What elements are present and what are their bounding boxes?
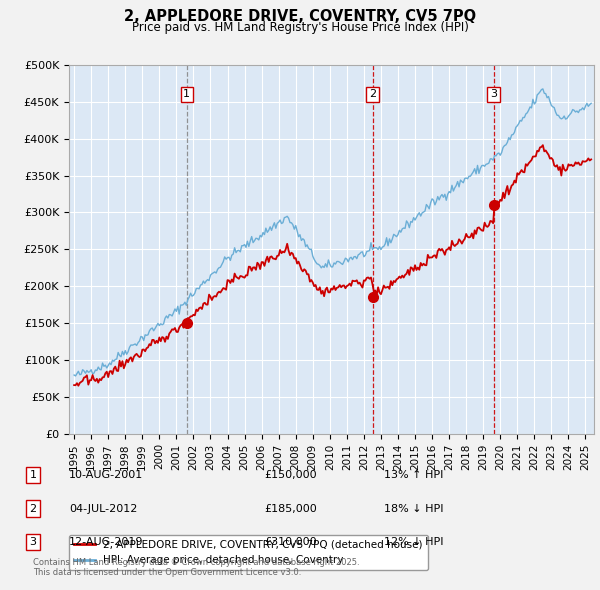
- Text: 10-AUG-2001: 10-AUG-2001: [69, 470, 143, 480]
- Text: £150,000: £150,000: [264, 470, 317, 480]
- Legend: 2, APPLEDORE DRIVE, COVENTRY, CV5 7PQ (detached house), HPI: Average price, deta: 2, APPLEDORE DRIVE, COVENTRY, CV5 7PQ (d…: [69, 535, 428, 571]
- Text: 1: 1: [29, 470, 37, 480]
- Text: 2: 2: [29, 504, 37, 513]
- Text: Price paid vs. HM Land Registry's House Price Index (HPI): Price paid vs. HM Land Registry's House …: [131, 21, 469, 34]
- Text: 2: 2: [369, 90, 376, 99]
- Text: £310,000: £310,000: [264, 537, 317, 547]
- Text: 3: 3: [490, 90, 497, 99]
- Text: 04-JUL-2012: 04-JUL-2012: [69, 504, 137, 513]
- Text: 18% ↓ HPI: 18% ↓ HPI: [384, 504, 443, 513]
- Text: Contains HM Land Registry data © Crown copyright and database right 2025.
This d: Contains HM Land Registry data © Crown c…: [33, 558, 359, 577]
- Text: 3: 3: [29, 537, 37, 547]
- Text: 1: 1: [183, 90, 190, 99]
- Text: 2, APPLEDORE DRIVE, COVENTRY, CV5 7PQ: 2, APPLEDORE DRIVE, COVENTRY, CV5 7PQ: [124, 9, 476, 24]
- Text: 12% ↓ HPI: 12% ↓ HPI: [384, 537, 443, 547]
- Text: £185,000: £185,000: [264, 504, 317, 513]
- Text: 12-AUG-2019: 12-AUG-2019: [69, 537, 143, 547]
- Text: 13% ↑ HPI: 13% ↑ HPI: [384, 470, 443, 480]
